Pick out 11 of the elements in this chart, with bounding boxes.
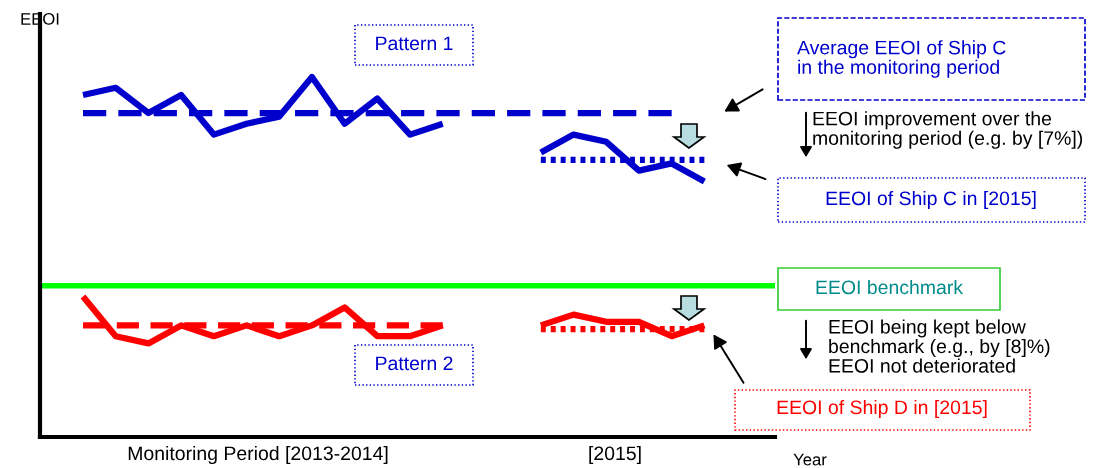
text: EEOI of Ship D in [2015]	[777, 399, 987, 419]
text: EEOI being kept below benchmark (e.g., by [8]%) EEOI not deteriorated	[829, 319, 1050, 373]
text: [2015]	[589, 445, 641, 465]
x-axis-title: Year	[793, 453, 827, 466]
text: EEOI of Ship C in [2015]	[826, 190, 1036, 210]
ref-line-label: EEOI benchmark	[816, 279, 964, 295]
text: Average EEOI of Ship C in the monitoring period	[797, 40, 1006, 78]
text: EEOI improvement over the monitoring period (e.g. by [7%])	[813, 111, 1083, 149]
text: Pattern 1	[376, 36, 453, 51]
annotation: Pattern 2	[376, 356, 453, 371]
text: Monitoring Period [2013-2014]	[128, 445, 388, 465]
